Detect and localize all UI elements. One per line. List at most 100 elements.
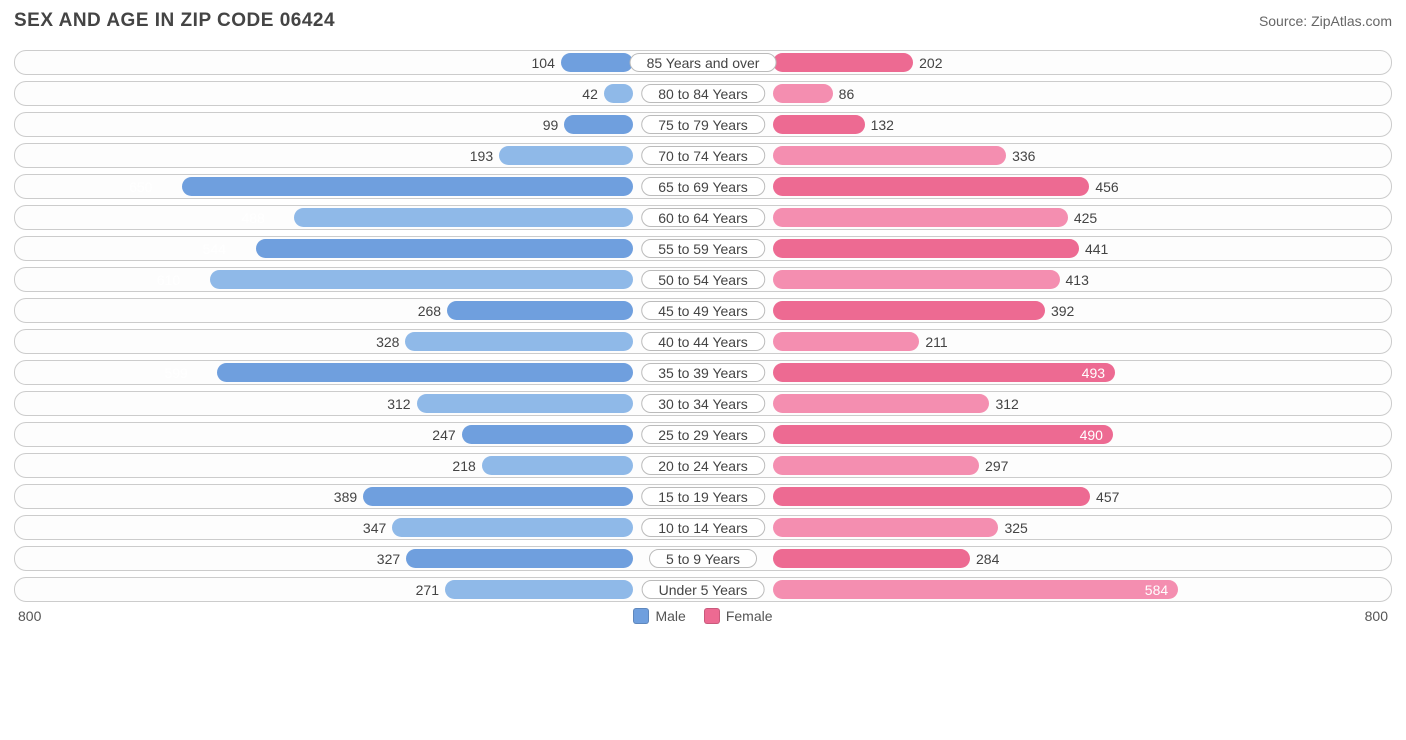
male-value: 327 bbox=[377, 551, 400, 567]
female-value: 413 bbox=[1066, 272, 1089, 288]
male-value: 599 bbox=[164, 365, 187, 381]
male-value: 389 bbox=[334, 489, 357, 505]
male-value: 104 bbox=[532, 55, 555, 71]
pyramid-row: 347 325 10 to 14 Years bbox=[14, 515, 1392, 540]
male-value: 271 bbox=[416, 582, 439, 598]
female-bar bbox=[773, 425, 1113, 444]
pyramid-row: 59949335 to 39 Years bbox=[14, 360, 1392, 385]
female-bar bbox=[773, 115, 865, 134]
male-bar bbox=[499, 146, 633, 165]
age-group-label: 20 to 24 Years bbox=[641, 456, 765, 475]
pyramid-row: 61041350 to 54 Years bbox=[14, 267, 1392, 292]
chart-source: Source: ZipAtlas.com bbox=[1259, 13, 1392, 29]
female-value: 490 bbox=[1080, 427, 1103, 443]
male-value: 544 bbox=[203, 241, 226, 257]
male-bar bbox=[210, 270, 633, 289]
female-value: 325 bbox=[1004, 520, 1027, 536]
legend-female-label: Female bbox=[726, 608, 773, 624]
pyramid-row: 193 336 70 to 74 Years bbox=[14, 143, 1392, 168]
pyramid-row: 26839245 to 49 Years bbox=[14, 298, 1392, 323]
female-bar bbox=[773, 456, 979, 475]
male-value: 42 bbox=[582, 86, 598, 102]
age-group-label: 60 to 64 Years bbox=[641, 208, 765, 227]
male-value: 650 bbox=[129, 179, 152, 195]
age-group-label: 25 to 29 Years bbox=[641, 425, 765, 444]
male-bar bbox=[561, 53, 633, 72]
male-value: 268 bbox=[418, 303, 441, 319]
pyramid-row: 99 132 75 to 79 Years bbox=[14, 112, 1392, 137]
pyramid-row: 650 456 65 to 69 Years bbox=[14, 174, 1392, 199]
female-bar bbox=[773, 177, 1089, 196]
axis-max-left: 800 bbox=[18, 608, 41, 624]
male-value: 218 bbox=[452, 458, 475, 474]
female-bar bbox=[773, 363, 1115, 382]
age-group-label: 75 to 79 Years bbox=[641, 115, 765, 134]
female-bar bbox=[773, 239, 1079, 258]
female-bar bbox=[773, 84, 833, 103]
chart-title: SEX AND AGE IN ZIP CODE 06424 bbox=[14, 10, 335, 32]
age-group-label: 40 to 44 Years bbox=[641, 332, 765, 351]
male-bar bbox=[564, 115, 633, 134]
male-bar bbox=[405, 332, 633, 351]
age-group-label: 80 to 84 Years bbox=[641, 84, 765, 103]
female-bar bbox=[773, 208, 1068, 227]
female-value: 392 bbox=[1051, 303, 1074, 319]
age-group-label: 50 to 54 Years bbox=[641, 270, 765, 289]
female-bar bbox=[773, 53, 913, 72]
female-value: 584 bbox=[1145, 582, 1168, 598]
pyramid-row: 104 202 85 Years and over bbox=[14, 50, 1392, 75]
pyramid-row: 24749025 to 29 Years bbox=[14, 422, 1392, 447]
female-value: 425 bbox=[1074, 210, 1097, 226]
female-bar bbox=[773, 270, 1060, 289]
male-bar bbox=[462, 425, 633, 444]
male-bar bbox=[447, 301, 633, 320]
male-bar bbox=[256, 239, 633, 258]
male-value: 488 bbox=[241, 210, 264, 226]
chart-footer: 800 Male Female 800 bbox=[14, 608, 1392, 624]
male-value: 347 bbox=[363, 520, 386, 536]
age-group-label: 15 to 19 Years bbox=[641, 487, 765, 506]
male-bar bbox=[406, 549, 633, 568]
pyramid-row: 271 584 Under 5 Years bbox=[14, 577, 1392, 602]
pyramid-row: 54444155 to 59 Years bbox=[14, 236, 1392, 261]
age-group-label: 65 to 69 Years bbox=[641, 177, 765, 196]
male-value: 312 bbox=[387, 396, 410, 412]
pyramid-row: 488 425 60 to 64 Years bbox=[14, 205, 1392, 230]
female-bar bbox=[773, 394, 989, 413]
female-value: 336 bbox=[1012, 148, 1035, 164]
male-bar bbox=[604, 84, 633, 103]
female-value: 457 bbox=[1096, 489, 1119, 505]
female-bar bbox=[773, 146, 1006, 165]
female-value: 132 bbox=[871, 117, 894, 133]
female-value: 211 bbox=[925, 334, 947, 350]
female-bar bbox=[773, 332, 919, 351]
male-bar bbox=[294, 208, 633, 227]
female-value: 297 bbox=[985, 458, 1008, 474]
female-bar bbox=[773, 301, 1045, 320]
chart-header: SEX AND AGE IN ZIP CODE 06424 Source: Zi… bbox=[14, 10, 1392, 32]
age-group-label: 5 to 9 Years bbox=[649, 549, 757, 568]
female-value: 493 bbox=[1082, 365, 1105, 381]
age-group-label: 70 to 74 Years bbox=[641, 146, 765, 165]
age-group-label: 30 to 34 Years bbox=[641, 394, 765, 413]
pyramid-row: 3272845 to 9 Years bbox=[14, 546, 1392, 571]
male-value: 193 bbox=[470, 148, 493, 164]
age-group-label: Under 5 Years bbox=[642, 580, 765, 599]
male-bar bbox=[392, 518, 633, 537]
female-value: 86 bbox=[839, 86, 855, 102]
female-value: 202 bbox=[919, 55, 942, 71]
age-group-label: 85 Years and over bbox=[630, 53, 777, 72]
female-bar bbox=[773, 487, 1090, 506]
legend-male-swatch bbox=[633, 608, 649, 624]
pyramid-row: 389 457 15 to 19 Years bbox=[14, 484, 1392, 509]
female-bar bbox=[773, 549, 970, 568]
female-value: 456 bbox=[1095, 179, 1118, 195]
age-group-label: 55 to 59 Years bbox=[641, 239, 765, 258]
male-bar bbox=[482, 456, 633, 475]
legend-male: Male bbox=[633, 608, 685, 624]
female-bar bbox=[773, 580, 1178, 599]
age-group-label: 10 to 14 Years bbox=[641, 518, 765, 537]
female-bar bbox=[773, 518, 998, 537]
pyramid-row: 32821140 to 44 Years bbox=[14, 329, 1392, 354]
male-value: 99 bbox=[543, 117, 559, 133]
